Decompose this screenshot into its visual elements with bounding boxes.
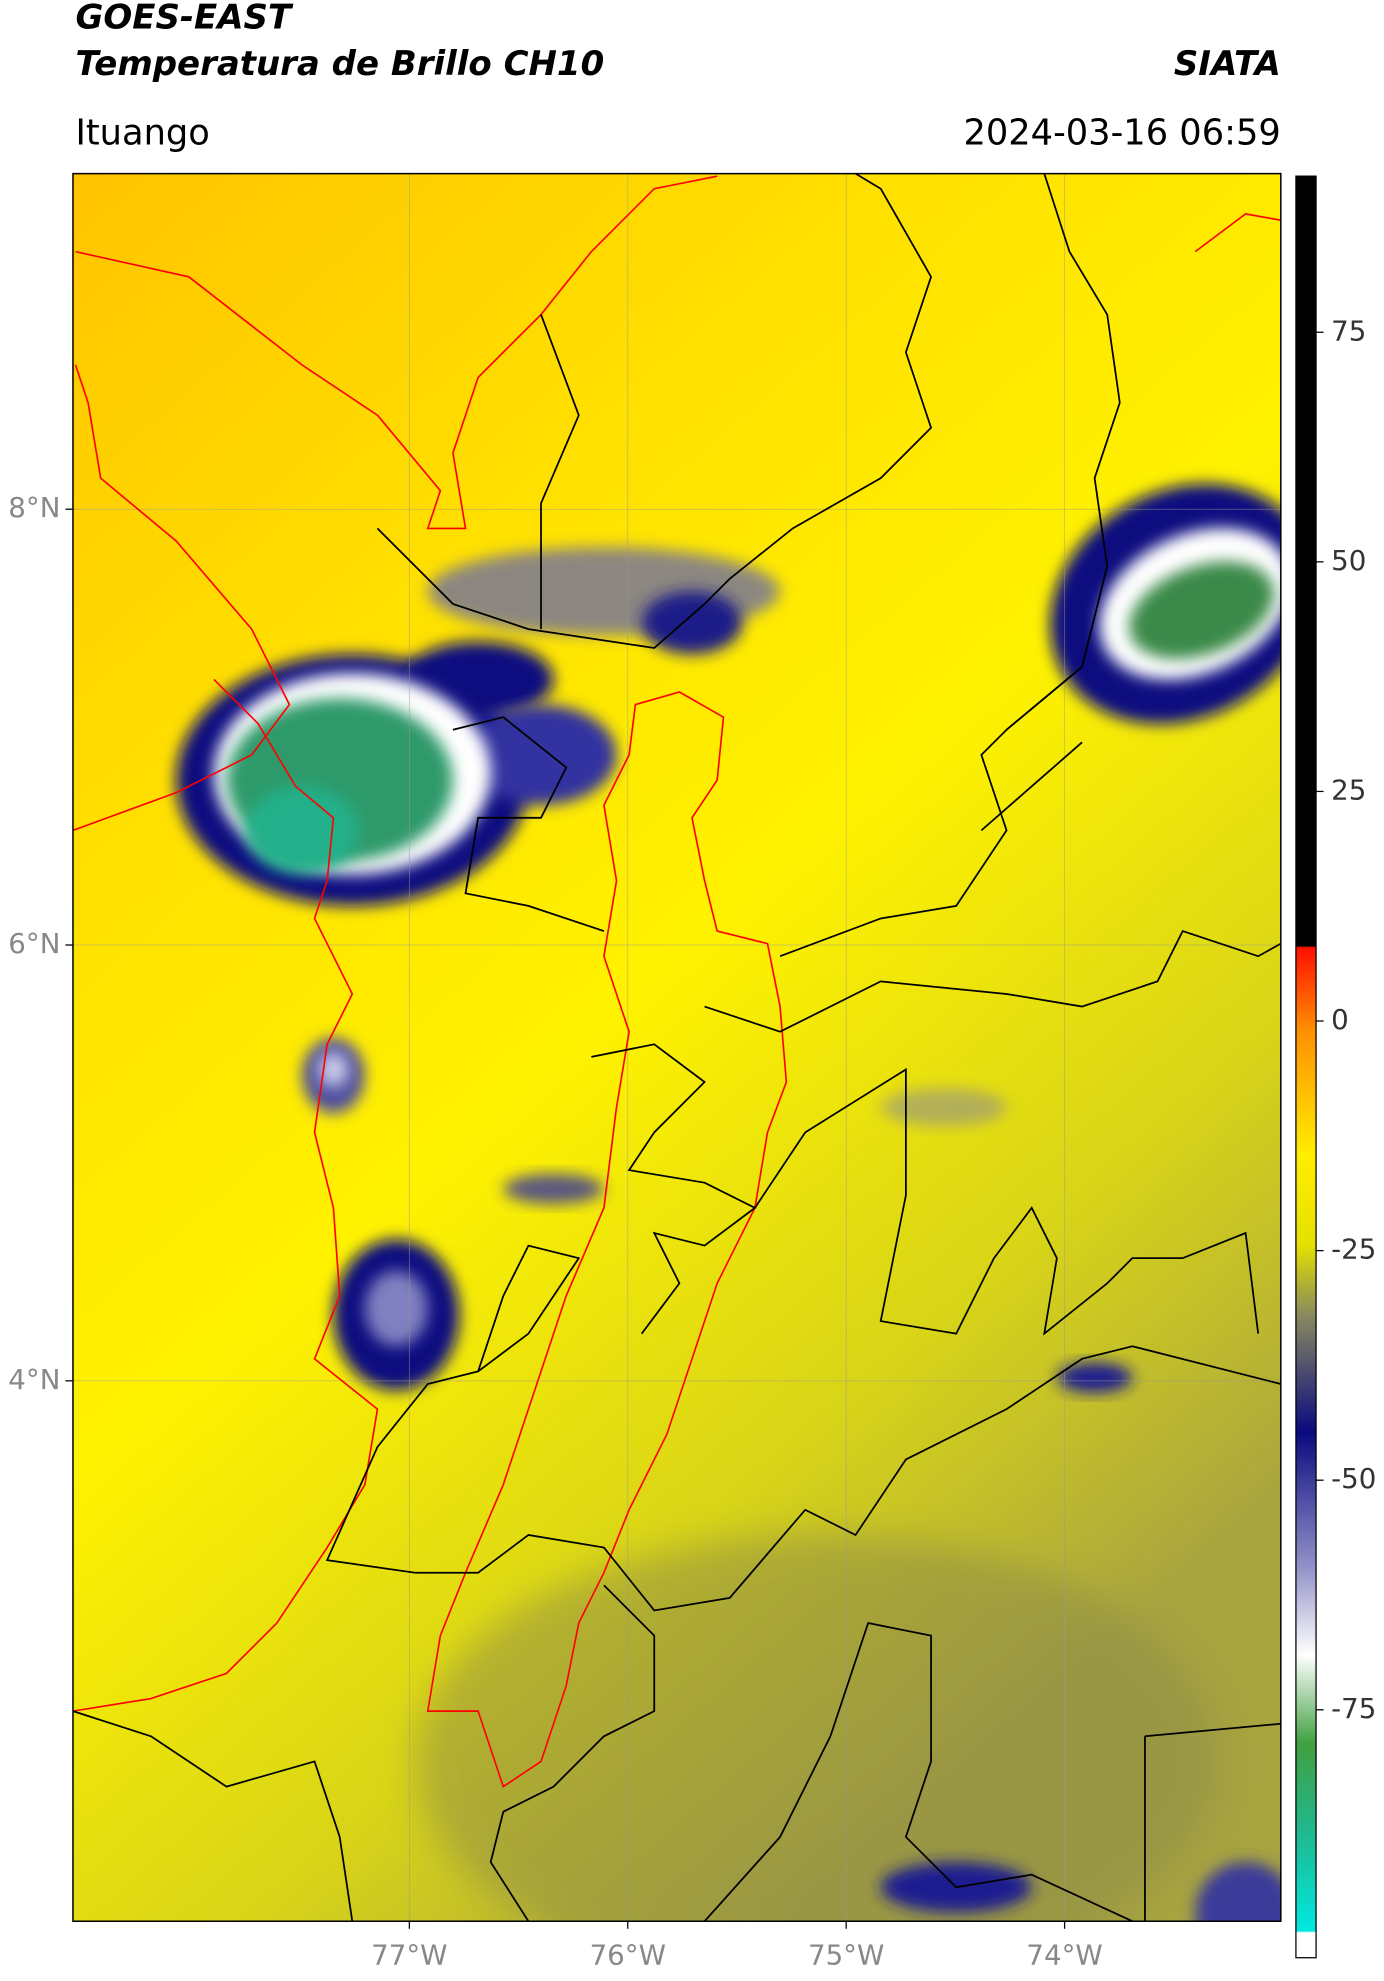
x-tick-label: 74°W (1026, 1938, 1102, 1971)
timestamp: 2024-03-16 06:59 (963, 113, 1280, 154)
y-tick-label: 4°N (8, 1363, 60, 1396)
map-imagery (72, 173, 1281, 1922)
colorbar-tick-label: 25 (1331, 773, 1366, 806)
colorbar-tick-label: 75 (1331, 314, 1366, 347)
colorbar-tick-label: -25 (1331, 1233, 1376, 1266)
colorbar-tick-label: 50 (1331, 544, 1366, 577)
colorbar-tick-label: 0 (1331, 1003, 1349, 1036)
y-tick-label: 8°N (8, 491, 60, 524)
subtitle: Temperatura de Brillo CH10 (75, 44, 604, 84)
y-tick-label: 6°N (8, 927, 60, 960)
x-tick-label: 75°W (808, 1938, 884, 1971)
graticule (72, 173, 1281, 1922)
borders (72, 173, 1281, 1922)
organization: SIATA (1174, 44, 1281, 84)
title: GOES-EAST (75, 0, 293, 37)
region: Ituango (75, 113, 209, 154)
map-frame (72, 172, 1282, 1922)
x-tick-label: 77°W (371, 1938, 447, 1971)
colorbar (1295, 175, 1317, 1959)
colorbar-tick-label: -75 (1331, 1692, 1376, 1725)
colorbar-tick-label: -50 (1331, 1462, 1376, 1495)
x-tick-label: 76°W (590, 1938, 666, 1971)
